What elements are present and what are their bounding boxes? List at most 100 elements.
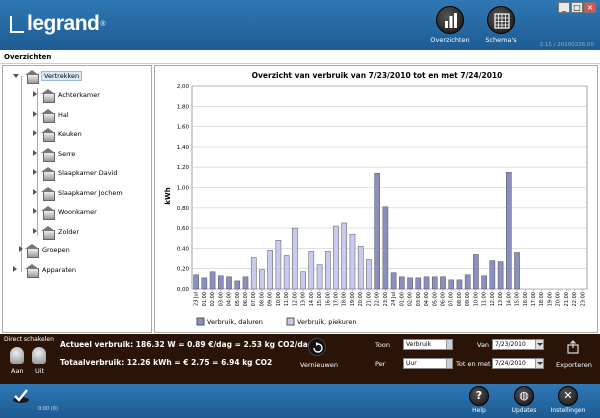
collapse-arrow-icon[interactable] <box>33 208 37 214</box>
collapse-arrow-icon[interactable] <box>33 169 37 175</box>
x-tick-label: 19:00 <box>350 292 356 306</box>
off-label: Uit <box>35 367 45 375</box>
logo-registered: ® <box>100 20 106 28</box>
to-label: Tot en met <box>456 360 491 368</box>
bar-daluren <box>374 173 380 290</box>
bar-daluren <box>514 252 520 290</box>
header-bar: legrand ® _ □ × Overzichten Schema's <box>0 0 600 50</box>
per-select[interactable]: Uur <box>403 358 453 369</box>
collapse-arrow-icon[interactable] <box>13 266 17 272</box>
bar-daluren <box>407 277 413 290</box>
version-label: 2.15 / 20100226.00 <box>539 42 594 48</box>
legrand-logo: legrand ® <box>10 12 105 36</box>
tree-node-groepen[interactable]: Groepen <box>25 243 70 258</box>
x-tick-label: 23 Jul <box>194 292 200 306</box>
chevron-down-icon[interactable] <box>535 359 543 368</box>
tree-node-label: Hal <box>58 110 69 119</box>
help-button[interactable]: ? Help <box>459 386 499 414</box>
bulb-off-icon[interactable] <box>32 347 46 364</box>
chart-title: Overzicht van verbruik van 7/23/2010 tot… <box>252 71 503 80</box>
expand-arrow-icon[interactable] <box>13 74 19 78</box>
tree-node-room[interactable]: Achterkamer <box>41 88 100 103</box>
collapse-arrow-icon[interactable] <box>33 130 37 136</box>
minimize-button[interactable]: _ <box>558 2 570 13</box>
bar-piekuren <box>333 225 339 290</box>
collapse-arrow-icon[interactable] <box>33 188 37 195</box>
x-tick-label: 10:00 <box>276 292 282 306</box>
show-select[interactable]: Verbruik <box>403 339 453 350</box>
tree-node-label: Woonkamer <box>58 208 97 216</box>
tree-node-label: Apparaten <box>42 266 77 274</box>
bar-piekuren <box>324 251 331 290</box>
bar-daluren <box>193 274 199 290</box>
bar-piekuren <box>292 227 298 290</box>
y-tick-label: 0,00 <box>177 287 190 293</box>
x-tick-label: 08:00 <box>457 292 463 306</box>
updates-button[interactable]: ◍ Updates <box>504 386 544 414</box>
y-tick-label: 1,60 <box>177 125 190 131</box>
export-icon[interactable] <box>567 340 579 354</box>
tree-node-room[interactable]: Hal <box>41 108 69 123</box>
from-date-value: 7/23/2010 <box>495 341 526 348</box>
x-tick-label: 24 Jul <box>391 292 397 306</box>
maximize-button[interactable]: □ <box>571 2 583 13</box>
refresh-icon[interactable] <box>308 338 326 356</box>
collapse-arrow-icon[interactable] <box>33 227 37 234</box>
tree-node-room[interactable]: Zolder <box>41 225 79 240</box>
collapse-arrow-icon[interactable] <box>33 149 37 156</box>
y-tick-label: 2,00 <box>177 84 190 90</box>
tree-node-room[interactable]: Slaapkamer Jochem <box>41 186 123 201</box>
legend-swatch-piekuren <box>286 317 295 326</box>
collapse-arrow-icon[interactable] <box>33 91 37 97</box>
x-tick-label: 18:00 <box>539 292 545 306</box>
room-icon <box>41 108 55 123</box>
tree-node-room[interactable]: Keuken <box>41 127 82 142</box>
settings-button[interactable]: ✕ Instellingen <box>548 386 588 414</box>
tree-node-room[interactable]: Slaapkamer David <box>41 166 118 181</box>
x-tick-label: 19:00 <box>547 292 553 306</box>
collapse-arrow-icon[interactable] <box>19 246 23 252</box>
bar-daluren <box>448 279 455 290</box>
help-icon: ? <box>469 386 489 406</box>
tree-node-room[interactable]: Serre <box>41 147 76 162</box>
x-tick-label: 11:00 <box>482 292 488 306</box>
chevron-down-icon[interactable] <box>535 340 543 349</box>
x-tick-label: 23:00 <box>383 292 389 306</box>
help-label: Help <box>472 407 486 414</box>
bar-daluren <box>456 279 463 290</box>
collapse-arrow-icon[interactable] <box>33 110 37 117</box>
x-tick-label: 05:00 <box>235 292 241 306</box>
x-tick-label: 12:00 <box>292 292 298 306</box>
tree-node-vertrekken[interactable]: Vertrekken <box>25 69 83 84</box>
x-tick-label: 03:00 <box>416 292 422 306</box>
nav-overzichten-button[interactable]: Overzichten <box>428 6 472 44</box>
globe-icon: ◍ <box>514 386 534 406</box>
x-tick-label: 17:00 <box>531 292 537 306</box>
x-tick-label: 20:00 <box>358 292 364 306</box>
x-tick-label: 10:00 <box>473 292 479 306</box>
direct-switch-label: Direct schakelen <box>4 336 54 343</box>
settings-label: Instellingen <box>550 407 586 414</box>
nav-label: Overzichten <box>430 36 470 44</box>
tree-node-room[interactable]: Woonkamer <box>41 205 97 220</box>
tree-node-label: Groepen <box>42 246 70 254</box>
bulb-on-icon[interactable] <box>10 347 24 364</box>
y-tick-label: 0,60 <box>177 226 190 232</box>
bar-chart-icon <box>436 6 464 34</box>
updates-label: Updates <box>511 407 537 414</box>
spinner-icon <box>446 359 452 368</box>
nav-schemas-button[interactable]: Schema's <box>479 6 523 44</box>
from-date-field[interactable]: 7/23/2010 <box>492 339 544 350</box>
legend-label-piekuren: Verbruik, piekuren <box>297 318 357 326</box>
x-tick-label: 17:00 <box>334 292 340 306</box>
bar-daluren <box>481 275 487 290</box>
tree-node-label: Serre <box>58 149 76 158</box>
x-tick-label: 15:00 <box>515 292 521 306</box>
on-label: Aan <box>11 367 24 375</box>
x-tick-label: 12:00 <box>490 292 496 306</box>
close-button[interactable]: × <box>584 2 596 13</box>
bar-daluren <box>218 275 224 290</box>
room-icon <box>41 186 55 201</box>
tree-node-apparaten[interactable]: Apparaten <box>25 263 77 278</box>
to-date-field[interactable]: 7/24/2010 <box>492 358 544 369</box>
